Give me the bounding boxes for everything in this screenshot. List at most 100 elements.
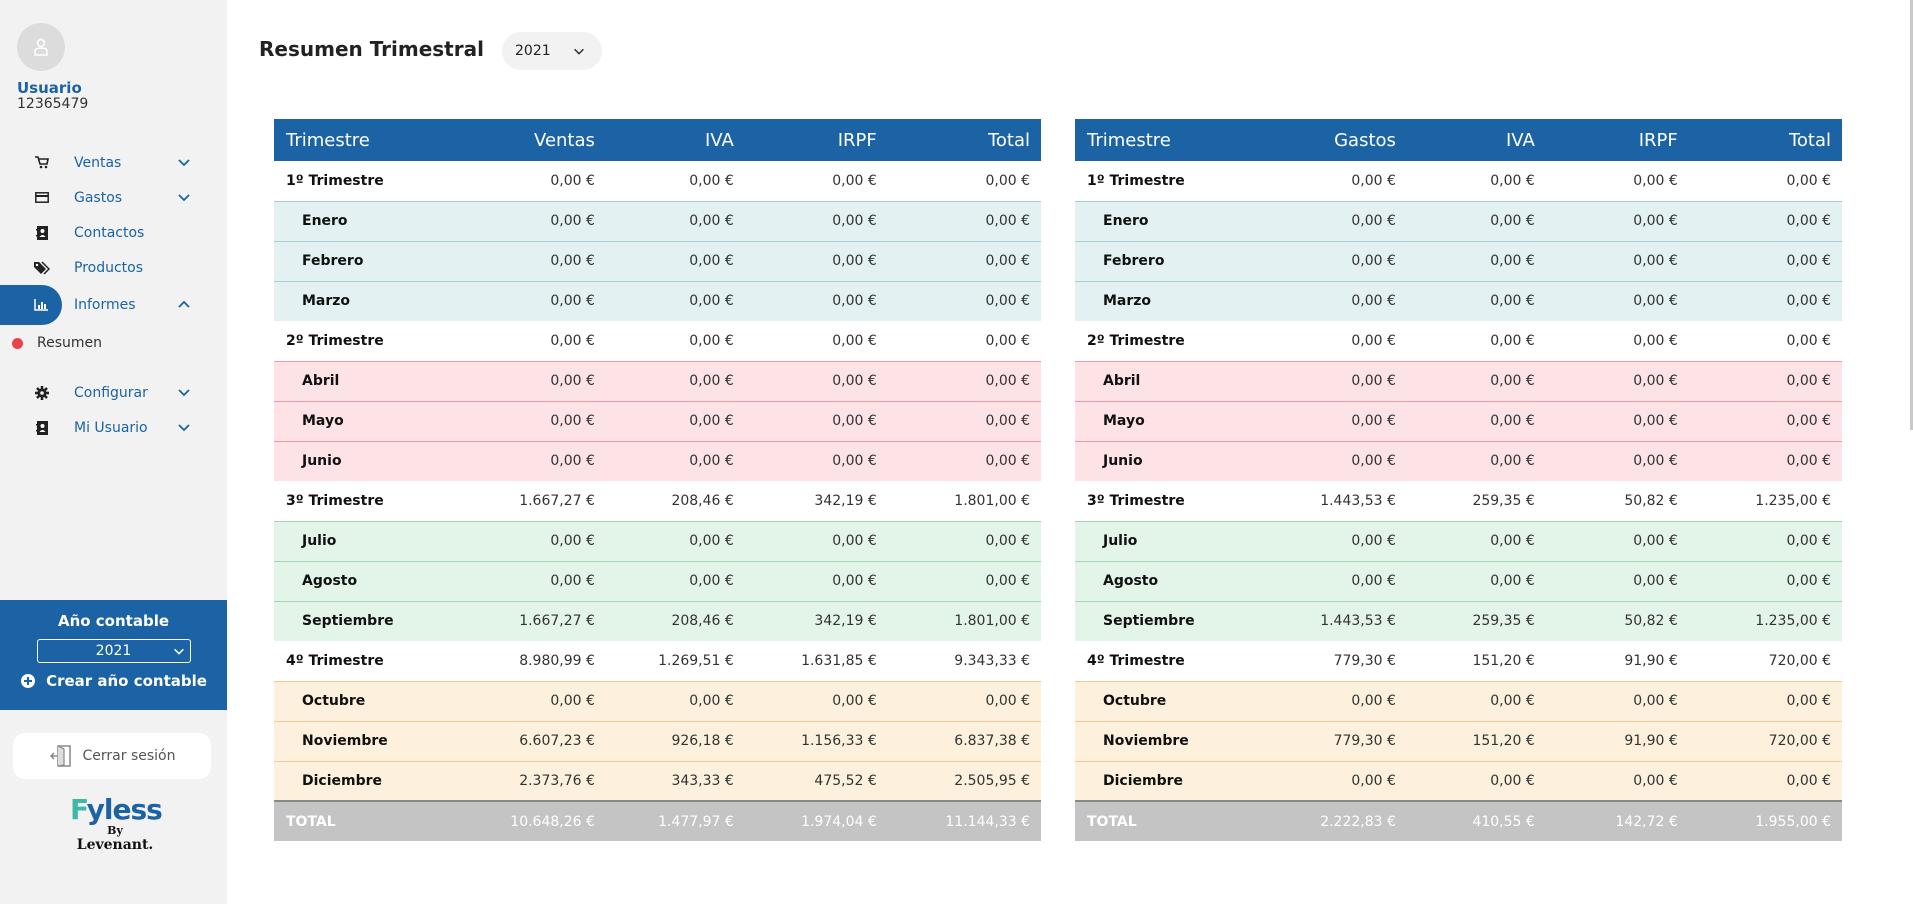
row-label: Mayo [1075, 400, 1254, 441]
nav-item-mi-usuario[interactable]: Mi Usuario [0, 410, 227, 445]
table-cell: 779,30 € [1253, 641, 1407, 681]
month-row: Noviembre 779,30 €151,20 €91,90 €720,00 € [1075, 720, 1842, 761]
table-cell: 0,00 € [887, 680, 1041, 721]
row-label: Marzo [274, 280, 453, 321]
nav-item-productos[interactable]: Productos [0, 250, 227, 285]
table-cell: 0,00 € [452, 321, 606, 361]
fyless-logo: Fyless By Levenant. [70, 793, 163, 854]
table-cell: 0,00 € [1688, 560, 1842, 601]
nav-item-contactos[interactable]: Contactos [0, 215, 227, 250]
table-cell: 0,00 € [1545, 200, 1689, 241]
avatar[interactable] [17, 23, 65, 71]
column-header: IRPF [744, 119, 888, 161]
nav-item-gastos[interactable]: Gastos [0, 180, 227, 215]
table-cell: 0,00 € [887, 440, 1041, 481]
table-header-row: Trimestre Gastos IVA IRPF Total [1075, 119, 1842, 161]
table-cell: 0,00 € [744, 360, 888, 401]
table-cell: 0,00 € [452, 520, 606, 561]
table-cell: 0,00 € [1688, 360, 1842, 401]
table-cell: 0,00 € [1688, 760, 1842, 801]
chevron-up-icon[interactable] [176, 297, 192, 313]
active-dot-icon [12, 337, 23, 349]
month-row: Mayo 0,00 €0,00 €0,00 €0,00 € [274, 400, 1041, 441]
year-dropdown[interactable]: 2021 [502, 32, 602, 70]
month-row: Marzo 0,00 €0,00 €0,00 €0,00 € [1075, 280, 1842, 321]
accounting-year-value: 2021 [95, 643, 132, 659]
column-header: IVA [605, 119, 745, 161]
table-cell: 0,00 € [887, 560, 1041, 601]
quarter-row: 4º Trimestre 8.980,99 €1.269,51 €1.631,85… [274, 641, 1041, 681]
chevron-down-icon[interactable] [176, 189, 192, 205]
table-cell: 0,00 € [1253, 240, 1407, 281]
row-label: 3º Trimestre [274, 481, 453, 521]
table-cell: 0,00 € [605, 560, 745, 601]
table-cell: 0,00 € [605, 200, 745, 241]
table-cell: 1.667,27 € [452, 600, 606, 641]
row-label: Febrero [1075, 240, 1254, 281]
table-cell: 0,00 € [887, 240, 1041, 281]
table-cell: 0,00 € [1545, 280, 1689, 321]
table-cell: 0,00 € [452, 360, 606, 401]
row-label: Febrero [274, 240, 453, 281]
table-cell: 0,00 € [1545, 321, 1689, 361]
table-cell: 259,35 € [1406, 600, 1546, 641]
month-row: Enero 0,00 €0,00 €0,00 €0,00 € [1075, 200, 1842, 241]
table-cell: 0,00 € [744, 161, 888, 201]
table-cell: 0,00 € [452, 280, 606, 321]
table-cell: 0,00 € [452, 200, 606, 241]
table-cell: 0,00 € [887, 161, 1041, 201]
nav-label: Mi Usuario [74, 419, 148, 436]
chevron-down-icon [574, 48, 584, 55]
table-cell: 0,00 € [605, 240, 745, 281]
nav-subitem-resumen[interactable]: Resumen [0, 325, 227, 361]
nav-label: Gastos [74, 189, 123, 206]
row-label: Enero [1075, 200, 1254, 241]
nav-item-ventas[interactable]: Ventas [0, 145, 227, 180]
month-row: Febrero 0,00 €0,00 €0,00 €0,00 € [1075, 240, 1842, 281]
table-cell: 0,00 € [744, 560, 888, 601]
row-label: TOTAL [274, 800, 453, 841]
table-cell: 0,00 € [1253, 440, 1407, 481]
nav-item-informes[interactable]: Informes [0, 285, 190, 325]
table-header-row: Trimestre Ventas IVA IRPF Total [274, 119, 1041, 161]
month-row: Septiembre 1.667,27 €208,46 €342,19 €1.80… [274, 600, 1041, 641]
chevron-down-icon[interactable] [176, 419, 192, 435]
create-year-button[interactable]: Crear año contable [0, 672, 227, 690]
accounting-year-select[interactable]: 2021 [36, 639, 191, 663]
table-cell: 0,00 € [452, 440, 606, 481]
table-cell: 0,00 € [1545, 400, 1689, 441]
row-label: 2º Trimestre [274, 321, 453, 361]
chevron-down-icon[interactable] [176, 384, 192, 400]
plus-circle-icon [21, 674, 36, 688]
table-cell: 0,00 € [1688, 240, 1842, 281]
table-cell: 0,00 € [1545, 440, 1689, 481]
row-label: 4º Trimestre [274, 641, 453, 681]
month-row: Noviembre 6.607,23 €926,18 €1.156,33 €6.8… [274, 720, 1041, 761]
row-label: 2º Trimestre [1075, 321, 1254, 361]
table-cell: 0,00 € [1406, 560, 1546, 601]
scrollbar[interactable] [1910, 0, 1913, 430]
column-header: Total [1688, 119, 1842, 161]
table-cell: 0,00 € [1253, 680, 1407, 721]
row-label: Abril [1075, 360, 1254, 401]
logo-wordmark: Fyless [70, 793, 163, 826]
user-name[interactable]: Usuario [17, 79, 82, 97]
quarter-row: 1º Trimestre 0,00 €0,00 €0,00 €0,00 € [1075, 161, 1842, 201]
chevron-down-icon[interactable] [176, 154, 192, 170]
row-label: Diciembre [1075, 760, 1254, 801]
table-cell: 0,00 € [887, 360, 1041, 401]
table-cell: 0,00 € [452, 680, 606, 721]
logout-button[interactable]: Cerrar sesión [13, 733, 211, 779]
row-label: Septiembre [274, 600, 453, 641]
table-cell: 0,00 € [1406, 760, 1546, 801]
table-cell: 343,33 € [605, 760, 745, 801]
table-cell: 10.648,26 € [452, 800, 606, 841]
month-row: Julio 0,00 €0,00 €0,00 €0,00 € [1075, 520, 1842, 561]
nav-label: Productos [74, 259, 144, 276]
nav-label: Informes [74, 297, 136, 313]
user-id: 12365479 [17, 96, 89, 112]
nav-item-configurar[interactable]: Configurar [0, 375, 227, 410]
cart-icon [34, 155, 50, 171]
table-cell: 0,00 € [605, 400, 745, 441]
table-cell: 259,35 € [1406, 481, 1546, 521]
